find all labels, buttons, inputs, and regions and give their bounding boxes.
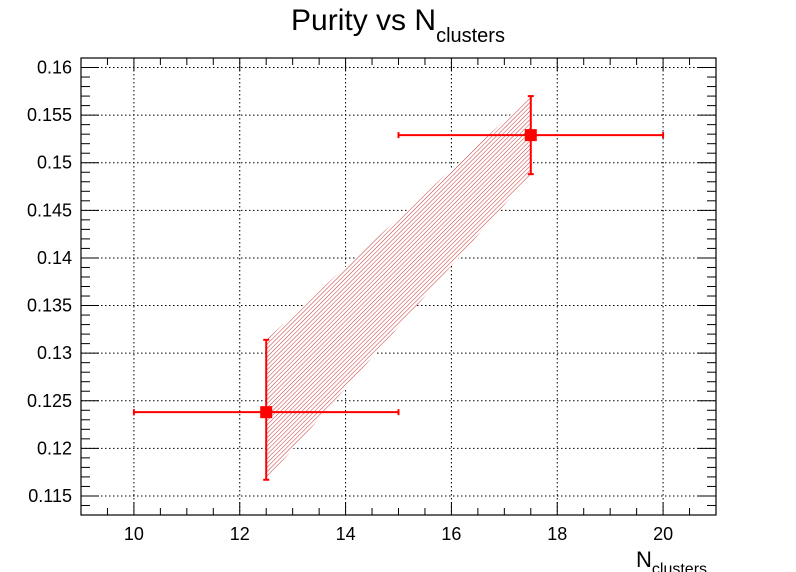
x-tick-label: 18 xyxy=(547,524,567,544)
plot-frame xyxy=(80,57,717,516)
y-tick-label: 0.13 xyxy=(37,343,72,363)
chart-title: Purity vs Nclusters xyxy=(291,4,505,47)
x-tick-label: 10 xyxy=(124,524,144,544)
x-tick-label: 14 xyxy=(336,524,356,544)
data-point-marker xyxy=(524,129,537,142)
y-tick-label: 0.145 xyxy=(27,200,72,220)
x-tick-label: 16 xyxy=(441,524,461,544)
x-tick-label: 12 xyxy=(230,524,250,544)
y-tick-label: 0.15 xyxy=(37,153,72,173)
x-axis-title: Nclusters xyxy=(636,547,707,572)
y-tick-label: 0.155 xyxy=(27,105,72,125)
y-tick-label: 0.12 xyxy=(37,438,72,458)
x-axis-title-subscript: clusters xyxy=(652,561,707,572)
data-points xyxy=(132,95,665,481)
y-tick-label: 0.115 xyxy=(28,486,72,506)
error-band xyxy=(266,96,531,480)
data-point-marker xyxy=(260,406,273,419)
y-tick-label: 0.16 xyxy=(37,58,72,78)
y-tick-label: 0.14 xyxy=(37,248,72,268)
axis-ticks xyxy=(80,57,717,516)
chart-title-subscript: clusters xyxy=(436,25,505,47)
x-tick-label: 20 xyxy=(653,524,673,544)
tick-labels: 10 12 14 16 18 20 0.115 0.12 0.125 0.13 0.135 0.14 0… xyxy=(27,58,673,544)
y-tick-label: 0.135 xyxy=(27,296,72,316)
y-tick-label: 0.125 xyxy=(27,391,72,411)
error-band-layer xyxy=(266,96,531,480)
